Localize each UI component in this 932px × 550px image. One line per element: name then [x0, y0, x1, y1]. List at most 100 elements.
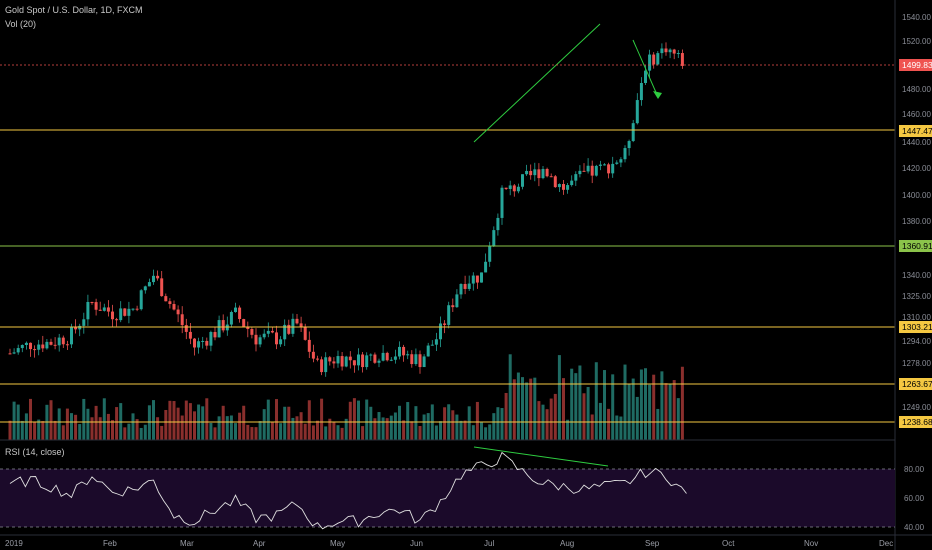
candle-body: [611, 163, 615, 174]
candle-body: [488, 246, 492, 262]
volume-bar: [262, 409, 266, 440]
level-badge-1238: 1238.68: [899, 416, 932, 428]
candle-body: [279, 339, 283, 345]
volume-bar: [344, 418, 348, 440]
volume-bar: [537, 401, 541, 440]
volume-bar: [352, 398, 356, 440]
volume-bar: [656, 408, 660, 440]
candle-body: [369, 354, 373, 356]
time-tick-label: Mar: [180, 539, 194, 548]
candle-body: [668, 49, 672, 53]
candle-body: [168, 301, 172, 305]
candle-body: [521, 174, 524, 187]
time-tick-label: Sep: [645, 539, 660, 548]
candle-body: [61, 337, 65, 345]
price-tick-label: 1249.00: [902, 403, 931, 412]
candle-body: [631, 123, 635, 142]
candle-body: [410, 354, 414, 365]
candle-body: [549, 176, 553, 178]
volume-bar: [139, 427, 143, 440]
volume-bar: [57, 408, 61, 440]
candle-body: [373, 354, 377, 363]
time-axis[interactable]: 2019 Feb Mar Apr May Jun Jul Aug Sep Oct Nov Dec: [5, 539, 893, 548]
volume-bar: [20, 420, 24, 440]
volume-bar: [603, 370, 606, 440]
volume-bar: [557, 355, 561, 440]
candle-body: [90, 301, 94, 303]
candle-body: [426, 345, 430, 357]
candle-body: [131, 308, 135, 310]
volume-bar: [254, 427, 258, 440]
volume-bar: [475, 401, 479, 440]
volume-bar: [61, 425, 65, 440]
level-badge-1360: 1360.91: [899, 240, 932, 252]
rsi-tick-label: 60.00: [904, 494, 925, 503]
candle-body: [258, 337, 262, 345]
candle-body: [471, 275, 475, 284]
volume-bar: [361, 426, 365, 440]
time-tick-label: Feb: [103, 539, 117, 548]
time-tick-label: Nov: [804, 539, 818, 548]
time-tick-label: Jun: [410, 539, 423, 548]
volume-bar: [201, 406, 205, 440]
volume-bar: [332, 421, 336, 440]
volume-bar: [250, 427, 254, 440]
candle-body: [188, 331, 192, 339]
horizontal-levels[interactable]: [0, 129, 895, 423]
volume-bar: [611, 374, 615, 440]
candle-body: [320, 359, 324, 373]
candle-body: [57, 337, 61, 346]
candle-body: [29, 342, 32, 350]
volume-bar: [229, 415, 233, 440]
price-tick-label: 1325.00: [902, 292, 931, 301]
candle-body: [328, 357, 332, 362]
volume-bar: [578, 365, 582, 440]
volume-bar: [414, 406, 418, 440]
drawing-trendlines[interactable]: [473, 23, 662, 143]
volume-bar: [410, 421, 414, 440]
volume-bar: [623, 364, 627, 440]
candle-body: [270, 330, 274, 333]
time-tick-label: Apr: [253, 539, 266, 548]
candle-body: [266, 330, 270, 334]
symbol-legend[interactable]: Gold Spot / U.S. Dollar, 1D, FXCM: [5, 5, 143, 15]
volume-bar: [213, 427, 217, 440]
volume-bar: [590, 414, 594, 440]
candle-body: [664, 48, 668, 53]
volume-bar: [82, 398, 86, 440]
volume-bar: [574, 373, 578, 440]
volume-bar: [266, 399, 270, 440]
candle-body: [582, 170, 586, 172]
rsi-axis[interactable]: 80.00 60.00 40.00: [904, 465, 925, 532]
candle-body: [516, 186, 520, 192]
volume-bar: [164, 409, 168, 440]
candle-body: [209, 332, 213, 346]
candle-body: [262, 333, 266, 338]
candle-body: [143, 286, 147, 291]
candle-body: [627, 141, 631, 149]
volume-bar: [168, 400, 172, 440]
candle-body: [287, 324, 291, 334]
candle-body: [406, 354, 410, 356]
volume-bar: [270, 421, 274, 440]
candle-body: [443, 323, 447, 325]
candle-body: [578, 170, 582, 175]
volume-bar: [516, 372, 520, 440]
volume-legend[interactable]: Vol (20): [5, 19, 37, 29]
price-tick-label: 1310.00: [902, 313, 931, 322]
candle-body: [70, 326, 73, 345]
rsi-legend[interactable]: RSI (14, close): [5, 447, 65, 457]
candle-body: [648, 54, 652, 71]
volume-bar: [459, 420, 463, 440]
price-pane[interactable]: [8, 42, 684, 377]
candle-body: [480, 272, 483, 283]
candle-body: [336, 356, 340, 364]
volume-bar: [562, 378, 565, 440]
price-axis[interactable]: 1540.00 1520.00 1480.00 1460.00 1440.00 1420.…: [902, 13, 931, 412]
candle-body: [45, 341, 49, 349]
volume-bar: [275, 399, 278, 440]
volume-bar: [566, 419, 570, 440]
candle-body: [447, 305, 451, 325]
price-tick-label: 1400.00: [902, 191, 931, 200]
